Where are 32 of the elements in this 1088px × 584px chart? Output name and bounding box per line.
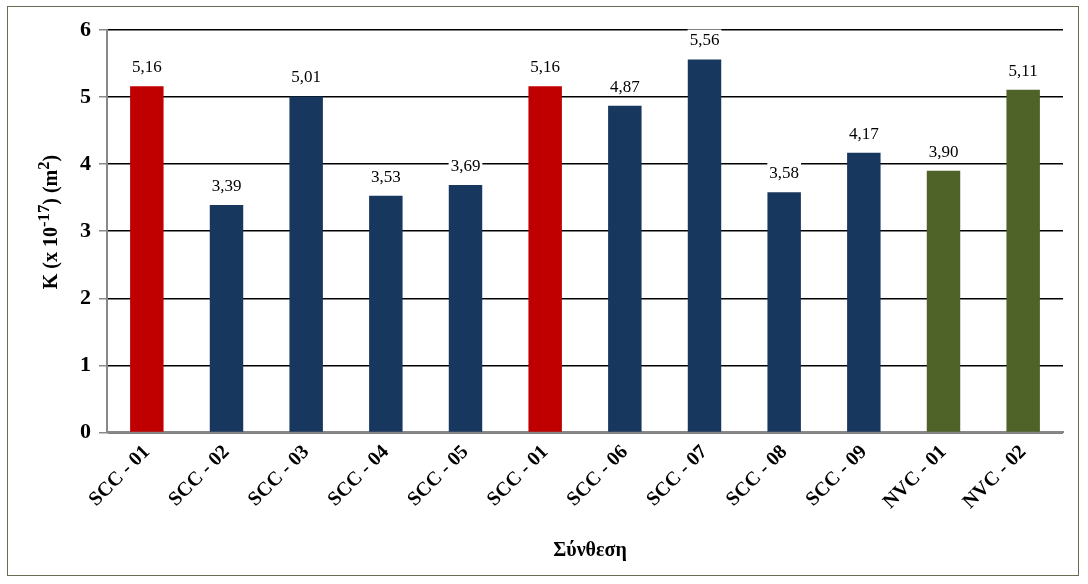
bar xyxy=(847,152,881,432)
data-label: 3,69 xyxy=(450,155,481,175)
data-label: 5,01 xyxy=(291,67,322,87)
data-label: 3,39 xyxy=(211,176,242,196)
data-label: 5,11 xyxy=(1008,60,1038,80)
y-tick-label: 3 xyxy=(80,216,91,242)
bar xyxy=(767,192,801,432)
bar xyxy=(209,205,244,432)
data-label: 4,17 xyxy=(848,123,880,143)
y-tick-label: 0 xyxy=(80,418,91,444)
data-label: 5,16 xyxy=(530,57,561,77)
data-label: 5,16 xyxy=(131,57,162,77)
data-label: 3,53 xyxy=(370,166,401,186)
bar xyxy=(369,195,403,432)
y-tick-label: 2 xyxy=(80,284,91,309)
bar xyxy=(528,86,562,432)
bar xyxy=(289,96,323,432)
bar xyxy=(448,184,483,432)
y-tick-label: 5 xyxy=(80,82,91,108)
y-tick-label: 1 xyxy=(80,351,91,377)
bar xyxy=(608,105,642,432)
data-label: 4,87 xyxy=(609,76,641,96)
data-label: 5,56 xyxy=(689,30,720,50)
bar xyxy=(926,170,961,432)
data-label: 3,58 xyxy=(769,163,800,183)
data-label: 3,90 xyxy=(928,141,959,161)
bar xyxy=(1006,89,1040,432)
bar xyxy=(130,86,164,432)
y-tick-label: 6 xyxy=(80,15,91,41)
bar xyxy=(687,59,722,432)
y-tick-label: 4 xyxy=(80,149,91,175)
x-axis-title: Σύνθεση xyxy=(553,538,627,561)
